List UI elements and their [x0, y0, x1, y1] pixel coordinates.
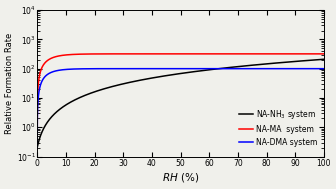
NA-NH$_3$ system: [322, 58, 326, 60]
NA-MA  system: [68, 53, 72, 56]
Y-axis label: Relative Formation Rate: Relative Formation Rate: [5, 33, 14, 134]
NA-DMA system: [322, 67, 326, 70]
NA-NH$_3$ system: [316, 59, 320, 61]
NA-DMA system: [145, 67, 149, 70]
NA-NH$_3$ system: [35, 147, 39, 149]
NA-NH$_3$ system: [285, 61, 289, 63]
NA-DMA system: [158, 67, 162, 70]
NA-DMA system: [285, 67, 289, 70]
NA-MA  system: [85, 53, 89, 55]
NA-DMA system: [35, 147, 39, 149]
Legend: NA-NH$_3$ system, NA-MA  system, NA-DMA system: NA-NH$_3$ system, NA-MA system, NA-DMA s…: [236, 105, 320, 150]
Line: NA-NH$_3$ system: NA-NH$_3$ system: [37, 59, 324, 148]
NA-DMA system: [68, 68, 72, 70]
NA-DMA system: [316, 67, 320, 70]
NA-MA  system: [322, 53, 326, 55]
NA-MA  system: [316, 53, 320, 55]
NA-MA  system: [158, 53, 162, 55]
Line: NA-DMA system: NA-DMA system: [37, 69, 324, 148]
NA-MA  system: [145, 53, 149, 55]
NA-MA  system: [35, 147, 39, 149]
NA-NH$_3$ system: [68, 101, 72, 104]
NA-DMA system: [85, 68, 89, 70]
NA-NH$_3$ system: [158, 76, 162, 78]
Line: NA-MA  system: NA-MA system: [37, 54, 324, 148]
NA-NH$_3$ system: [85, 94, 89, 96]
X-axis label: $\mathit{RH}$ (%): $\mathit{RH}$ (%): [162, 171, 199, 184]
NA-NH$_3$ system: [145, 78, 149, 80]
NA-MA  system: [285, 53, 289, 55]
